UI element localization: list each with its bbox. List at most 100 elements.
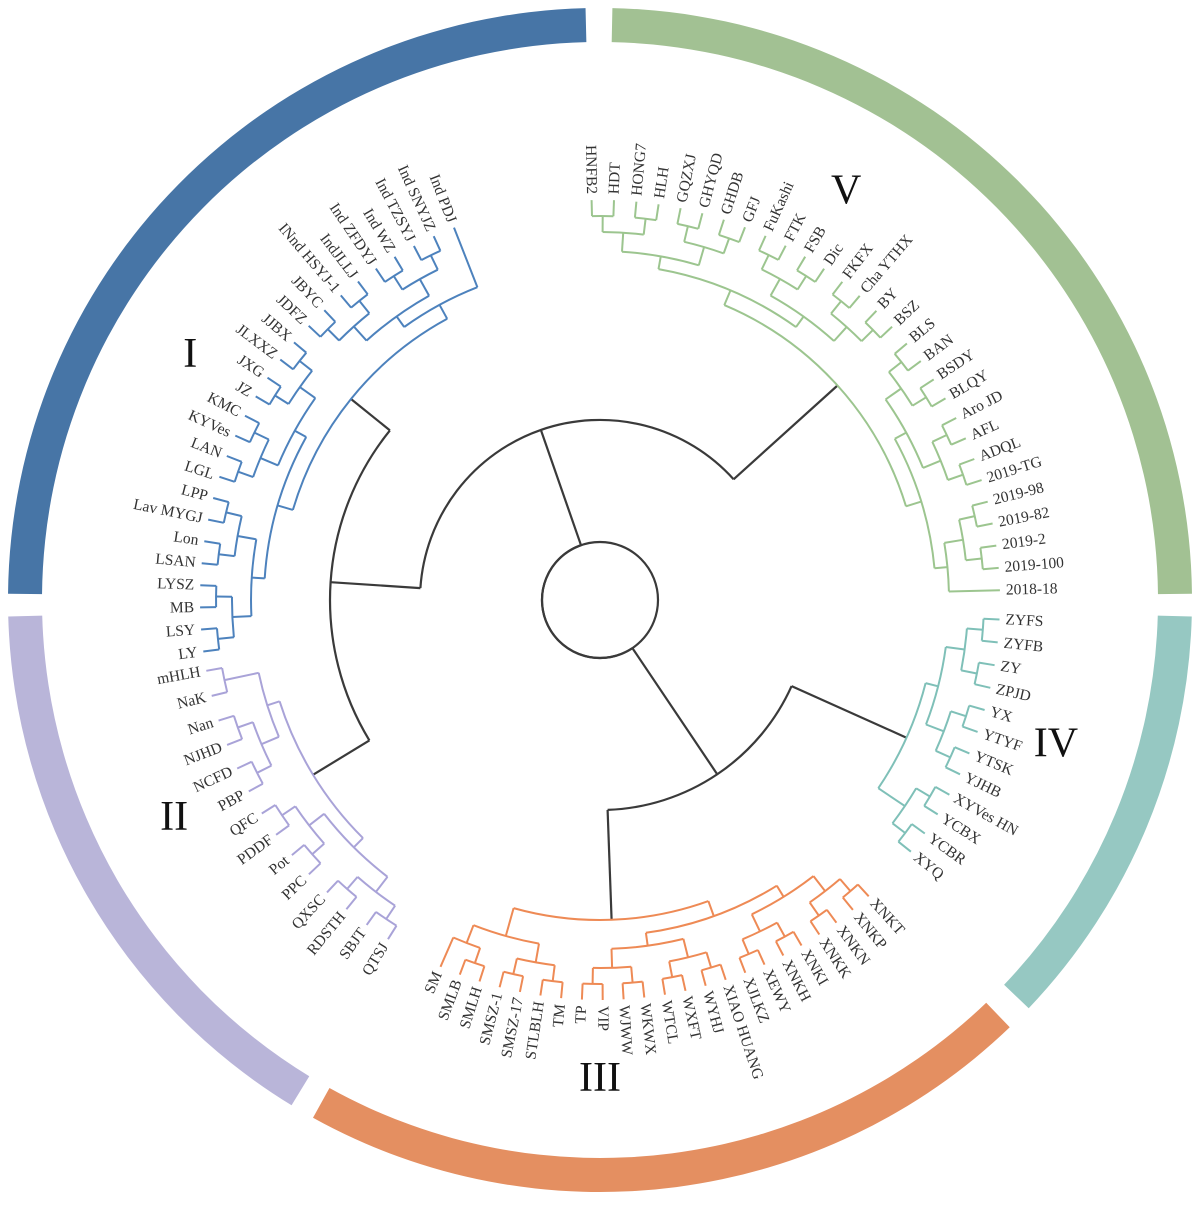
branch-segment [797, 257, 805, 271]
branch-segment [975, 684, 991, 688]
branch-segment [699, 247, 704, 265]
branch-segment [643, 982, 645, 998]
branch-segment [961, 670, 977, 673]
leaf-label: BY [874, 285, 901, 312]
branch-segment [219, 554, 235, 556]
branch-segment [206, 668, 222, 671]
trunk-segment [541, 430, 581, 545]
branch-segment [235, 436, 250, 443]
leaf-label: HNFB2 [582, 145, 600, 194]
branch-segment [752, 914, 760, 931]
leaf-label: PPC [279, 872, 311, 903]
trunk-segment [632, 648, 717, 774]
branch-segment [777, 886, 784, 897]
branch-segment [926, 683, 939, 686]
trunk-segment [313, 740, 369, 774]
branch-segment [232, 616, 251, 617]
branch-segment [261, 737, 279, 744]
branch-segment [771, 279, 780, 296]
branch-segment [200, 585, 216, 586]
branch-segment [262, 805, 276, 814]
branch-segment [739, 227, 745, 242]
branch-segment [762, 255, 769, 269]
leaf-label: MB [170, 599, 194, 616]
branch-segment [849, 296, 859, 308]
trunk-segment [792, 686, 907, 738]
branch-segment [252, 578, 265, 579]
trunk-segment [734, 386, 838, 480]
branch-segment [719, 220, 724, 235]
branch-segment [951, 438, 966, 444]
branch-segment [669, 961, 672, 977]
branch-segment [959, 459, 974, 465]
branch-segment [218, 637, 234, 639]
branch-segment [561, 982, 563, 998]
leaf-label: QTSJ [359, 940, 392, 979]
leaf-label: WXFT [678, 995, 704, 1042]
branch-segment [908, 361, 921, 371]
leaf-label: NCFD [191, 763, 236, 796]
branch-segment [963, 727, 978, 732]
leaf-label: 2018-18 [1006, 580, 1058, 598]
branch-segment [295, 431, 306, 437]
branch-segment [840, 879, 850, 891]
leaf-label: 2019-82 [997, 504, 1051, 531]
branch-segment [275, 396, 289, 405]
branch-segment [212, 692, 228, 696]
branch-segment [354, 838, 363, 847]
branch-segment [623, 983, 624, 999]
branch-segment [913, 397, 927, 405]
leaf-label: VIP [594, 1006, 611, 1031]
branch-segment [227, 456, 242, 462]
branch-segment [227, 739, 242, 745]
leaf-label: HONG7 [628, 142, 650, 196]
group-v-ring-segment [612, 8, 1192, 594]
branch-segment [912, 824, 925, 833]
branch-segment [267, 701, 279, 705]
leaf-label: 2019-100 [1004, 554, 1065, 576]
branch-segment [513, 959, 517, 975]
branch-segment [659, 256, 661, 269]
branch-segment [309, 814, 324, 826]
branch-segment [386, 906, 395, 919]
branch-segment [440, 305, 448, 319]
branch-segment [777, 923, 785, 937]
branch-segment [613, 200, 614, 216]
branch-segment [724, 290, 730, 305]
branch-segment [743, 939, 749, 954]
branch-segment [862, 330, 873, 341]
branch-segment [858, 885, 869, 897]
leaf-label: TM [550, 1003, 569, 1028]
leaf-label: ZY [999, 658, 1022, 678]
branch-segment [895, 433, 906, 439]
branch-segment [454, 228, 477, 288]
branch-segment [431, 255, 438, 269]
branch-segment [257, 766, 271, 773]
trunk-segment [608, 810, 612, 920]
branch-segment [794, 932, 802, 946]
branch-segment [506, 908, 514, 936]
branch-segment [582, 984, 583, 1000]
leaf-label: JZ [233, 378, 255, 401]
branch-segment [245, 416, 259, 423]
branch-segment [328, 329, 339, 340]
branch-segment [249, 784, 263, 792]
branch-segment [831, 301, 841, 314]
branch-segment [967, 629, 983, 630]
branch-segment [292, 845, 304, 855]
branch-segment [834, 327, 847, 341]
branch-segment [942, 418, 956, 425]
branch-segment [358, 282, 368, 295]
branch-segment [208, 520, 224, 523]
branch-segment [312, 844, 324, 855]
leaf-label: mHLH [156, 664, 202, 689]
branch-segment [889, 362, 902, 372]
branch-segment [682, 975, 686, 991]
branch-segment [906, 502, 921, 507]
branch-segment [268, 378, 281, 387]
branch-segment [612, 949, 613, 968]
branch-segment [254, 433, 268, 440]
trunk-segment [331, 582, 421, 588]
branch-segment [256, 396, 270, 404]
branch-segment [278, 505, 293, 510]
